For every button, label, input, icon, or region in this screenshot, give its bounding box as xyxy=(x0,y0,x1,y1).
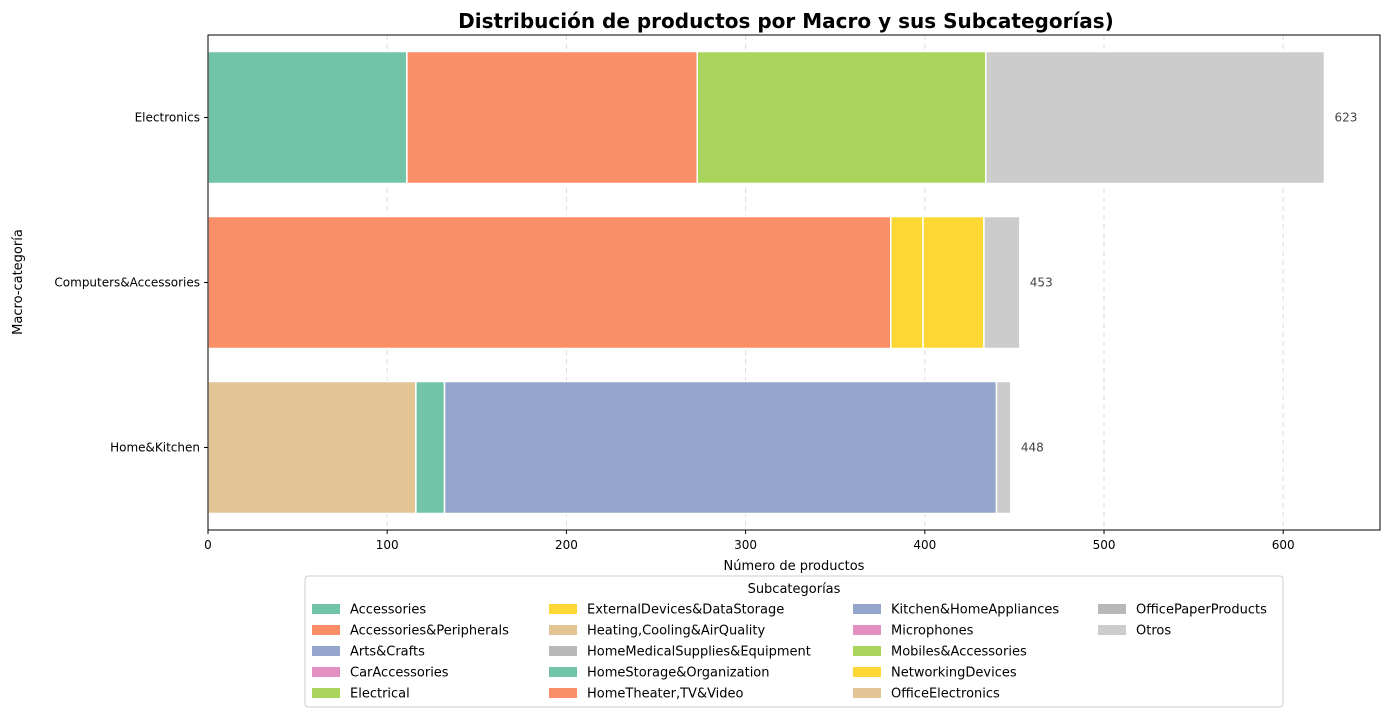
legend-label: OfficePaperProducts xyxy=(1136,603,1267,618)
y-tick-label: Electronics xyxy=(135,111,200,125)
legend-label: NetworkingDevices xyxy=(891,666,1017,681)
bar-segment-Computers&Accessories-ExternalDevices&DataStorage xyxy=(890,215,924,350)
legend-swatch xyxy=(312,688,340,698)
x-tick-label: 500 xyxy=(1093,538,1116,552)
bar-segment-Electronics-Mobiles&Accessories xyxy=(696,50,987,185)
legend-label: HomeMedicalSupplies&Equipment xyxy=(587,645,811,660)
legend-swatch xyxy=(312,625,340,635)
legend-label: Electrical xyxy=(350,687,410,702)
bar-segment-Home&Kitchen-Heating,Cooling&AirQuality xyxy=(207,380,417,515)
legend-swatch xyxy=(549,625,577,635)
legend: Subcategorías Accessories Accessories&Per… xyxy=(304,575,1284,708)
legend-label: ExternalDevices&DataStorage xyxy=(587,603,784,618)
x-tick-label: 600 xyxy=(1272,538,1295,552)
x-ticks: 0 100 200 300 400 500 600 xyxy=(204,530,1295,552)
y-ticks: Electronics Computers&Accessories Home&Kit… xyxy=(54,111,208,455)
x-axis-label: Número de productos xyxy=(724,559,865,574)
bars-layer xyxy=(207,50,1326,515)
legend-label: Arts&Crafts xyxy=(350,645,425,660)
legend-swatch xyxy=(549,667,577,677)
bar-segment-Computers&Accessories-Accessories&Peripherals xyxy=(207,215,892,350)
legend-swatch xyxy=(549,688,577,698)
legend-swatch xyxy=(1098,625,1126,635)
total-label: 623 xyxy=(1334,111,1357,125)
x-tick-label: 400 xyxy=(913,538,936,552)
legend-swatch xyxy=(853,604,881,614)
bar-segment-Home&Kitchen-HomeStorage&Organization xyxy=(415,380,446,515)
bar-segment-Electronics-HomeStorage&Organization xyxy=(207,50,408,185)
legend-items: Accessories Accessories&Peripherals Arts&C… xyxy=(312,603,1267,702)
x-tick-label: 100 xyxy=(376,538,399,552)
x-tick-label: 300 xyxy=(734,538,757,552)
legend-label: HomeStorage&Organization xyxy=(587,666,770,681)
legend-label: Accessories xyxy=(350,603,426,618)
legend-label: OfficeElectronics xyxy=(891,687,1000,702)
legend-swatch xyxy=(312,667,340,677)
total-labels: 623 453 448 xyxy=(1021,111,1358,455)
bar-segment-Computers&Accessories-NetworkingDevices xyxy=(922,215,985,350)
legend-swatch xyxy=(1098,604,1126,614)
x-tick-label: 0 xyxy=(204,538,212,552)
legend-label: Kitchen&HomeAppliances xyxy=(891,603,1059,618)
legend-label: HomeTheater,TV&Video xyxy=(587,687,744,702)
bar-segment-Home&Kitchen-Kitchen&HomeAppliances xyxy=(443,380,998,515)
bar-segment-Computers&Accessories-Otros xyxy=(983,215,1021,350)
legend-swatch xyxy=(853,625,881,635)
legend-title: Subcategorías xyxy=(748,582,841,597)
legend-swatch xyxy=(853,646,881,656)
legend-swatch xyxy=(312,604,340,614)
x-tick-label: 200 xyxy=(555,538,578,552)
legend-swatch xyxy=(549,646,577,656)
legend-label: CarAccessories xyxy=(350,666,449,681)
legend-label: Accessories&Peripherals xyxy=(350,624,509,639)
legend-swatch xyxy=(312,646,340,656)
legend-label: Mobiles&Accessories xyxy=(891,645,1027,660)
total-label: 453 xyxy=(1030,276,1053,290)
bar-segment-Home&Kitchen-Otros xyxy=(995,380,1012,515)
y-tick-label: Home&Kitchen xyxy=(110,441,200,455)
legend-label: Otros xyxy=(1136,624,1171,639)
bar-segment-Electronics-HomeTheater,TV&Video xyxy=(406,50,698,185)
total-label: 448 xyxy=(1021,441,1044,455)
chart-title: Distribución de productos por Macro y su… xyxy=(458,9,1114,33)
legend-swatch xyxy=(549,604,577,614)
y-tick-label: Computers&Accessories xyxy=(54,276,200,290)
legend-swatch xyxy=(853,667,881,677)
y-axis-label: Macro-categoría xyxy=(11,229,26,335)
legend-label: Heating,Cooling&AirQuality xyxy=(587,624,766,639)
bar-segment-Electronics-Otros xyxy=(984,50,1326,185)
legend-swatch xyxy=(853,688,881,698)
legend-label: Microphones xyxy=(891,624,974,639)
